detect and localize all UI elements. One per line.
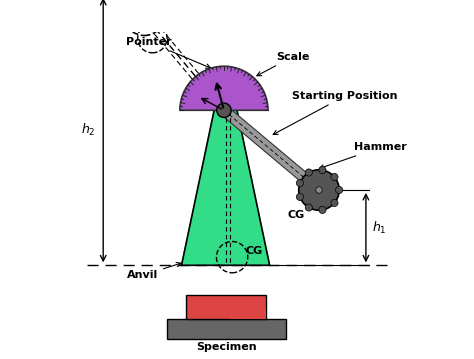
Text: Scale: Scale [257, 52, 310, 76]
Text: $h_1$: $h_1$ [373, 220, 387, 236]
Text: End of
Swing: End of Swing [0, 358, 1, 359]
Circle shape [319, 206, 326, 214]
Polygon shape [220, 106, 322, 194]
Text: Hammer: Hammer [319, 142, 407, 169]
Text: Specimen: Specimen [196, 342, 257, 352]
Polygon shape [180, 66, 268, 110]
Text: CG: CG [245, 246, 263, 256]
Polygon shape [182, 110, 270, 265]
Circle shape [336, 186, 343, 194]
Circle shape [316, 187, 322, 193]
Text: $h_2$: $h_2$ [81, 122, 95, 138]
Circle shape [305, 204, 312, 211]
Text: Pointer: Pointer [126, 37, 210, 68]
Circle shape [299, 170, 339, 210]
Text: Anvil: Anvil [127, 262, 181, 280]
Circle shape [305, 169, 312, 176]
Text: CG: CG [287, 210, 305, 220]
Circle shape [217, 103, 231, 117]
Bar [230, 308, 266, 319]
Text: Starting Position: Starting Position [273, 91, 398, 135]
Circle shape [331, 199, 338, 206]
Circle shape [296, 180, 303, 187]
Circle shape [296, 194, 303, 201]
Circle shape [331, 173, 338, 181]
Bar [186, 295, 266, 319]
Circle shape [319, 167, 326, 174]
Bar [167, 319, 286, 339]
